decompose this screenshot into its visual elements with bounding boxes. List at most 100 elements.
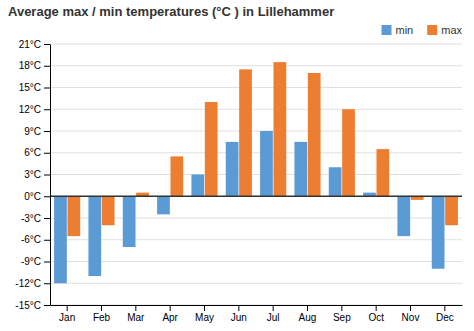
bar	[54, 196, 67, 283]
x-tick: Apr	[162, 305, 178, 323]
y-tick-label: -6°C	[21, 234, 41, 245]
x-tick: Mar	[127, 305, 145, 323]
x-tick-mark	[101, 305, 102, 311]
grid-line	[50, 305, 462, 306]
x-axis: Jan Feb Mar Apr May Jun Jul Aug Sep Oct Nov Dec	[51, 305, 463, 323]
x-tick-mark	[238, 305, 239, 311]
y-tick-label: 6°C	[24, 147, 41, 158]
y-tick-label: -12°C	[15, 278, 41, 289]
bars	[54, 62, 458, 283]
y-tick: 9°C	[24, 126, 50, 137]
bar	[294, 142, 307, 196]
x-tick-mark	[444, 305, 445, 311]
x-tick-mark	[410, 305, 411, 311]
grid-line	[50, 87, 462, 88]
legend-item: max	[427, 24, 462, 36]
y-tick-mark	[44, 109, 50, 110]
y-tick-mark	[44, 283, 50, 284]
series	[68, 62, 458, 236]
x-axis-line	[51, 305, 463, 306]
y-tick-label: 18°C	[19, 60, 41, 71]
grid-line	[50, 152, 462, 153]
y-tick: -6°C	[21, 234, 50, 245]
legend-label: max	[441, 24, 462, 36]
bar	[157, 196, 170, 214]
x-tick: Jul	[267, 305, 280, 323]
bar	[191, 175, 204, 197]
x-tick-mark	[341, 305, 342, 311]
legend-label: min	[395, 24, 413, 36]
y-tick-label: 9°C	[24, 126, 41, 137]
y-tick-label: -9°C	[21, 256, 41, 267]
grid-line	[50, 261, 462, 262]
bar	[342, 109, 355, 196]
x-tick-label: Dec	[436, 312, 454, 323]
x-tick-mark	[307, 305, 308, 311]
x-tick-mark	[376, 305, 377, 311]
y-tick-label: 12°C	[19, 104, 41, 115]
bar	[308, 73, 321, 196]
y-tick-label: 21°C	[19, 39, 41, 50]
y-tick: 15°C	[19, 82, 50, 93]
y-tick: -12°C	[15, 278, 50, 289]
x-tick-label: Feb	[93, 312, 111, 323]
y-tick-mark	[44, 44, 50, 45]
bar	[226, 142, 239, 196]
bar	[445, 196, 458, 225]
x-tick-mark	[135, 305, 136, 311]
legend-swatch	[381, 25, 391, 35]
legend: min max	[381, 24, 462, 36]
x-tick-mark	[170, 305, 171, 311]
bar	[397, 196, 410, 236]
bar	[274, 62, 287, 196]
x-tick-mark	[273, 305, 274, 311]
x-tick-label: Nov	[402, 312, 420, 323]
y-tick-mark	[44, 175, 50, 176]
grid-line	[50, 44, 462, 45]
y-tick: 18°C	[19, 60, 50, 71]
x-tick: Jan	[59, 305, 75, 323]
bar	[123, 196, 136, 247]
grid	[50, 44, 462, 305]
grid-line	[50, 131, 462, 132]
x-tick-label: Sep	[333, 312, 351, 323]
bar	[239, 69, 252, 196]
x-tick: Jun	[231, 305, 247, 323]
grid-line	[50, 174, 462, 175]
y-tick-label: 3°C	[24, 169, 41, 180]
zero-line	[50, 196, 462, 198]
x-tick: Sep	[333, 305, 351, 323]
y-tick-label: -15°C	[15, 300, 41, 311]
x-tick-label: Jul	[267, 312, 280, 323]
x-tick-mark	[204, 305, 205, 311]
y-tick-label: -3°C	[21, 213, 41, 224]
y-tick-mark	[44, 153, 50, 154]
y-tick: 3°C	[24, 169, 50, 180]
y-tick: -15°C	[15, 300, 50, 311]
y-tick-mark	[44, 88, 50, 89]
grid-line	[50, 283, 462, 284]
x-tick-label: Mar	[127, 312, 145, 323]
legend-item: min	[381, 24, 413, 36]
bar	[102, 196, 115, 225]
x-tick-label: Oct	[368, 312, 384, 323]
y-tick-mark	[44, 218, 50, 219]
x-tick-mark	[67, 305, 68, 311]
x-tick-label: May	[195, 312, 214, 323]
y-axis-line	[50, 45, 51, 306]
x-tick: Nov	[402, 305, 420, 323]
x-tick-label: Jun	[231, 312, 247, 323]
bar	[205, 102, 218, 196]
grid-line	[50, 109, 462, 110]
y-tick-mark	[44, 305, 50, 306]
x-tick: Feb	[93, 305, 111, 323]
y-tick: 21°C	[19, 39, 50, 50]
x-tick-label: Aug	[299, 312, 317, 323]
x-tick: May	[195, 305, 214, 323]
y-tick: 6°C	[24, 147, 50, 158]
bar	[171, 156, 184, 196]
x-tick-label: Jan	[59, 312, 75, 323]
x-tick: Dec	[436, 305, 454, 323]
y-tick-label: 15°C	[19, 82, 41, 93]
y-tick-label: 0°C	[24, 191, 41, 202]
